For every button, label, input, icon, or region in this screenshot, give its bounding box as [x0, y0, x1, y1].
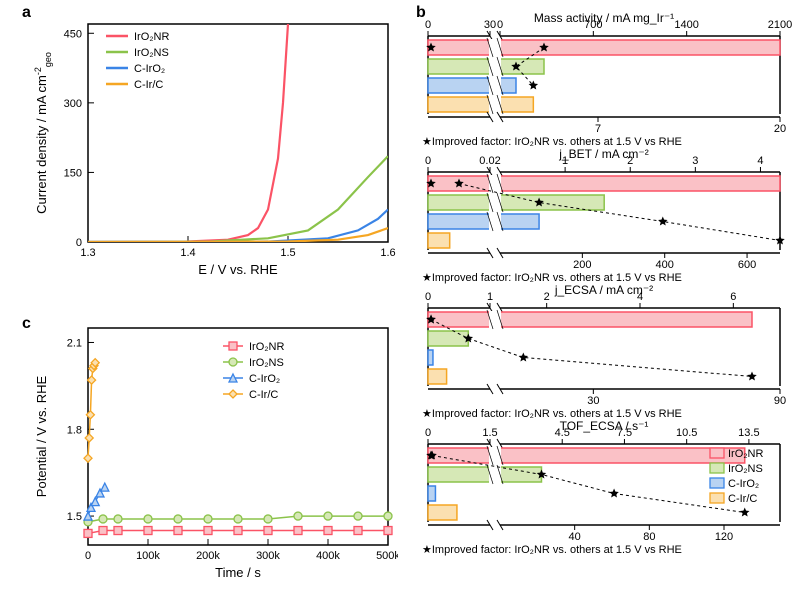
svg-text:0: 0 — [85, 550, 91, 562]
svg-text:C-Ir/C: C-Ir/C — [249, 389, 278, 401]
svg-text:1.5: 1.5 — [482, 427, 497, 439]
svg-text:C-Ir/C: C-Ir/C — [134, 79, 163, 91]
panel-a-chart: 1.3 1.4 1.5 1.6 0 150 300 450 E / V vs. RHE Curre… — [28, 12, 398, 287]
svg-text:Mass activity / mA mg_Ir⁻¹: Mass activity / mA mg_Ir⁻¹ — [534, 11, 674, 25]
svg-text:0: 0 — [425, 155, 431, 167]
svg-text:0: 0 — [497, 19, 503, 31]
svg-text:700: 700 — [584, 19, 602, 31]
svg-text:IrO₂NS: IrO₂NS — [134, 47, 169, 59]
svg-text:IrO₂NR: IrO₂NR — [249, 341, 284, 353]
svg-text:7: 7 — [595, 123, 601, 135]
svg-text:j_BET / mA cm⁻²: j_BET / mA cm⁻² — [558, 147, 648, 161]
svg-text:1: 1 — [487, 291, 493, 303]
svg-text:0: 0 — [425, 291, 431, 303]
svg-text:7.5: 7.5 — [617, 427, 632, 439]
svg-text:100k: 100k — [136, 550, 160, 562]
svg-text:1.3: 1.3 — [80, 247, 95, 259]
svg-text:Time / s: Time / s — [215, 565, 261, 580]
svg-text:2: 2 — [627, 155, 633, 167]
svg-text:4: 4 — [757, 155, 763, 167]
svg-text:3: 3 — [692, 155, 698, 167]
svg-text:10.5: 10.5 — [676, 427, 697, 439]
svg-text:1.8: 1.8 — [67, 424, 82, 436]
svg-text:IrO₂NR: IrO₂NR — [134, 31, 169, 43]
svg-text:Potential / V vs. RHE: Potential / V vs. RHE — [34, 375, 49, 497]
svg-text:600: 600 — [738, 259, 756, 271]
svg-text:90: 90 — [774, 395, 786, 407]
svg-text:1: 1 — [562, 155, 568, 167]
svg-text:TOF_ECSA / s⁻¹: TOF_ECSA / s⁻¹ — [560, 419, 649, 433]
svg-text:400: 400 — [656, 259, 674, 271]
svg-text:1.6: 1.6 — [380, 247, 395, 259]
svg-text:0: 0 — [425, 427, 431, 439]
svg-text:2100: 2100 — [768, 19, 792, 31]
svg-text:C-IrO₂: C-IrO₂ — [134, 63, 165, 75]
svg-text:Current density / mA cm-2geo: Current density / mA cm-2geo — [33, 52, 53, 214]
svg-text:IrO₂NS: IrO₂NS — [249, 357, 284, 369]
svg-text:1.5: 1.5 — [280, 247, 295, 259]
svg-text:300: 300 — [64, 98, 82, 110]
svg-text:C-IrO₂: C-IrO₂ — [728, 478, 759, 490]
svg-text:1400: 1400 — [674, 19, 698, 31]
svg-text:0: 0 — [425, 19, 431, 31]
svg-text:30: 30 — [484, 19, 496, 31]
svg-text:C-Ir/C: C-Ir/C — [728, 493, 757, 505]
panel-c-chart: 0 100k 200k 300k 400k 500k 1.5 1.8 2.1 Time / s Po… — [28, 320, 398, 590]
svg-text:0.02: 0.02 — [479, 155, 500, 167]
svg-text:200: 200 — [573, 259, 591, 271]
svg-text:450: 450 — [64, 28, 82, 40]
svg-text:120: 120 — [715, 531, 733, 543]
svg-text:2: 2 — [544, 291, 550, 303]
svg-text:E / V vs. RHE: E / V vs. RHE — [198, 262, 278, 277]
svg-text:2.1: 2.1 — [67, 337, 82, 349]
svg-text:400k: 400k — [316, 550, 340, 562]
svg-text:20: 20 — [774, 123, 786, 135]
svg-text:C-IrO₂: C-IrO₂ — [249, 373, 280, 385]
svg-text:6: 6 — [730, 291, 736, 303]
svg-text:IrO₂NS: IrO₂NS — [728, 463, 763, 475]
svg-text:0: 0 — [76, 237, 82, 249]
svg-text:200k: 200k — [196, 550, 220, 562]
svg-text:30: 30 — [587, 395, 599, 407]
svg-text:150: 150 — [64, 167, 82, 179]
svg-text:300k: 300k — [256, 550, 280, 562]
svg-text:13.5: 13.5 — [738, 427, 759, 439]
svg-text:40: 40 — [569, 531, 581, 543]
svg-text:IrO₂NR: IrO₂NR — [728, 448, 763, 460]
svg-text:★Improved factor: IrO₂NR vs. o: ★Improved factor: IrO₂NR vs. others at 1… — [422, 544, 682, 556]
svg-text:1.4: 1.4 — [180, 247, 195, 259]
svg-text:4: 4 — [637, 291, 643, 303]
panel-b-charts: Mass activity / mA mg_Ir⁻¹03007001400210… — [404, 10, 794, 585]
svg-text:4.5: 4.5 — [555, 427, 570, 439]
svg-text:500k: 500k — [376, 550, 398, 562]
svg-text:1.5: 1.5 — [67, 511, 82, 523]
svg-text:80: 80 — [643, 531, 655, 543]
